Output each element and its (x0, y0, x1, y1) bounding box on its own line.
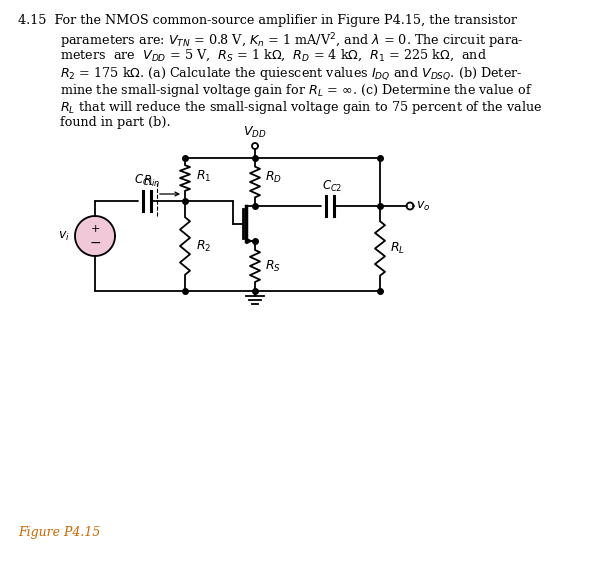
Text: $V_{DD}$: $V_{DD}$ (243, 125, 267, 140)
Circle shape (75, 216, 115, 256)
Text: $R_2$: $R_2$ (196, 238, 211, 253)
Text: $C_{C2}$: $C_{C2}$ (322, 179, 342, 194)
Text: $R_L$: $R_L$ (390, 241, 405, 256)
Text: −: − (89, 236, 101, 250)
Text: $R_D$: $R_D$ (265, 169, 282, 184)
Text: $R_L$ that will reduce the small-signal voltage gain to 75 percent of the value: $R_L$ that will reduce the small-signal … (60, 99, 543, 116)
Text: found in part (b).: found in part (b). (60, 116, 171, 129)
Text: mine the small-signal voltage gain for $R_L$ = $\infty$. (c) Determine the value: mine the small-signal voltage gain for $… (60, 82, 532, 99)
Text: meters  are  $V_{DD}$ = 5 V,  $R_S$ = 1 k$\Omega$,  $R_D$ = 4 k$\Omega$,  $R_1$ : meters are $V_{DD}$ = 5 V, $R_S$ = 1 k$\… (60, 48, 487, 63)
Text: $C_{C1}$: $C_{C1}$ (134, 173, 154, 188)
Text: Figure P4.15: Figure P4.15 (18, 526, 100, 539)
Text: $R_1$: $R_1$ (196, 168, 211, 184)
Text: 4.15  For the NMOS common-source amplifier in Figure P4.15, the transistor: 4.15 For the NMOS common-source amplifie… (18, 14, 517, 27)
Text: parameters are: $V_{TN}$ = 0.8 V, $K_n$ = 1 mA/V$^2$, and $\lambda$ = 0. The cir: parameters are: $V_{TN}$ = 0.8 V, $K_n$ … (60, 31, 524, 51)
Text: $R_{in}$: $R_{in}$ (144, 174, 160, 189)
Text: $R_2$ = 175 k$\Omega$. (a) Calculate the quiescent values $I_{DQ}$ and $V_{DSQ}$: $R_2$ = 175 k$\Omega$. (a) Calculate the… (60, 65, 523, 82)
Text: $R_S$: $R_S$ (265, 259, 281, 274)
Text: +: + (90, 224, 99, 234)
Text: $v_i$: $v_i$ (58, 229, 70, 242)
Text: $v_o$: $v_o$ (416, 199, 430, 213)
